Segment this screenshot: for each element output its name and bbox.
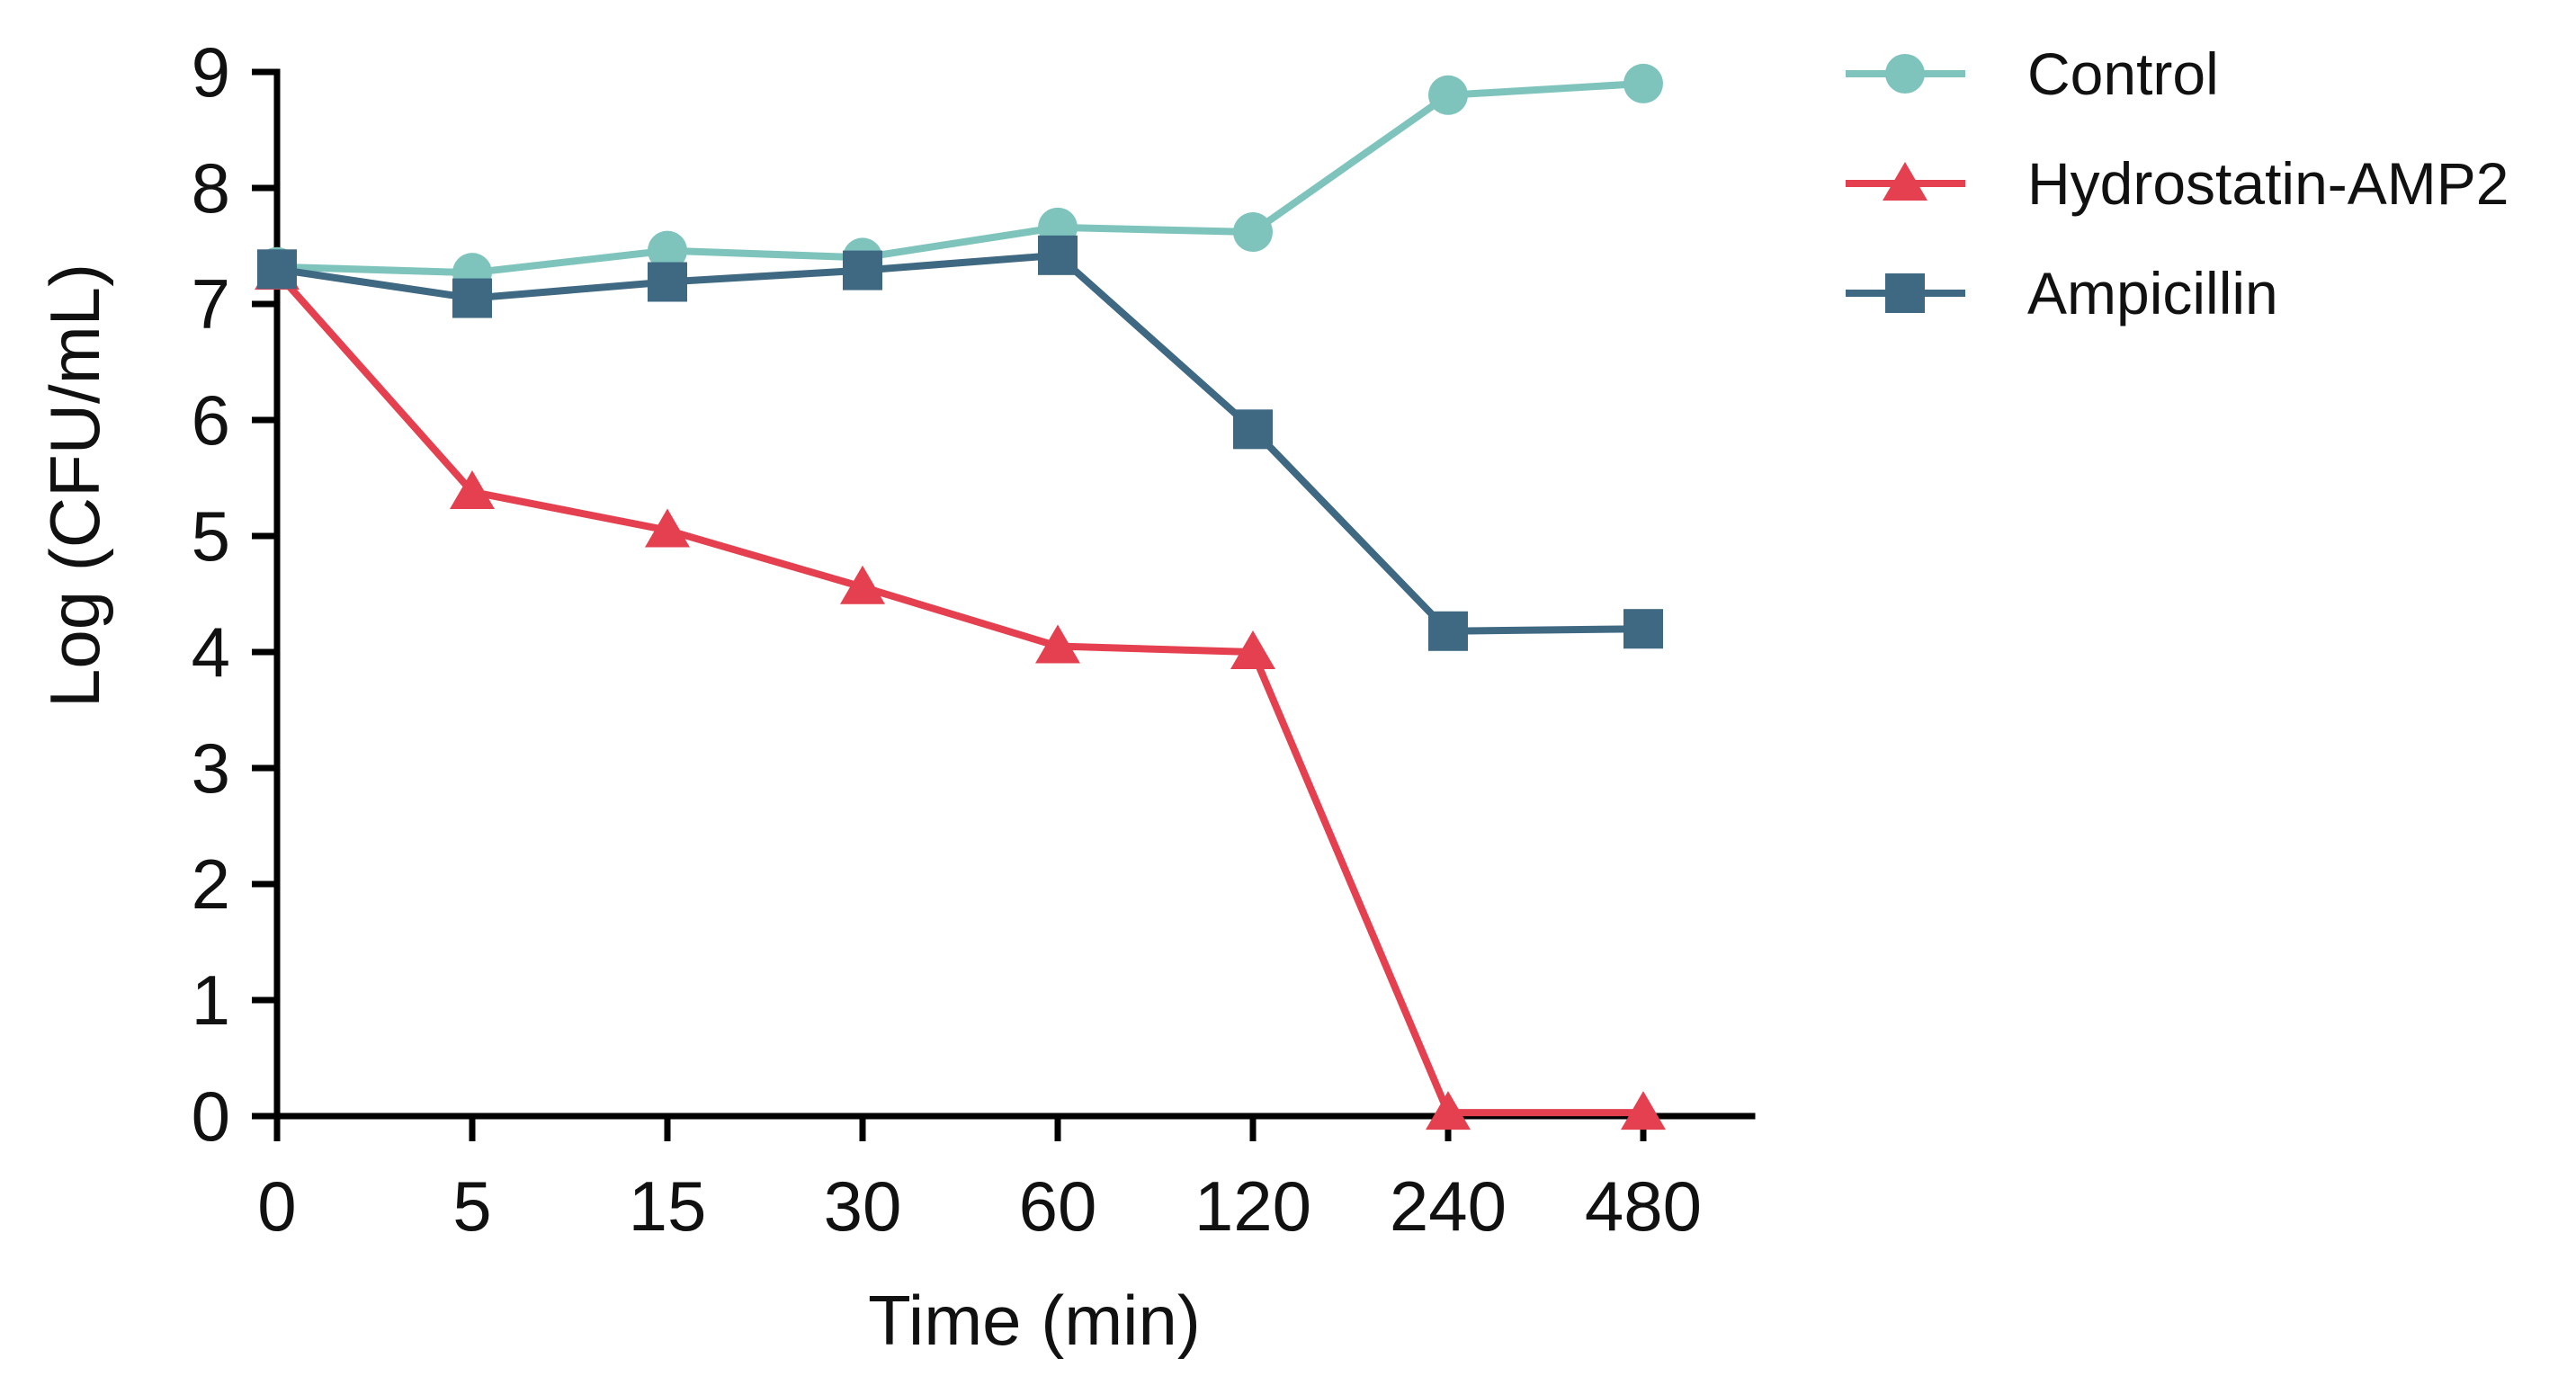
data-point-ampicillin [648,262,687,302]
y-tick-label: 9 [192,32,230,112]
data-point-control [1623,63,1663,103]
x-axis-title: Time (min) [868,1281,1201,1360]
legend-label-hydrostatin-amp2: Hydrostatin-AMP2 [2027,150,2509,217]
x-tick-label: 480 [1585,1166,1702,1246]
data-point-hydrostatin-amp2 [450,469,495,509]
series-line-hydrostatin-amp2 [273,269,1647,1117]
legend-marker-hydrostatin-amp2 [1883,162,1928,201]
data-point-ampicillin [452,278,492,318]
x-tick-label: 5 [452,1166,491,1246]
series-lines [273,79,1647,1117]
plot-area: 0 1 2 3 4 5 6 7 8 9 0 5 15 30 60 120 240 480 [192,32,1756,1246]
data-point-ampicillin [843,250,882,290]
y-tick-label: 7 [192,264,230,344]
legend-item-ampicillin: Ampicillin [1846,260,2278,326]
x-tick-label: 240 [1390,1166,1507,1246]
data-point-ampicillin [257,249,297,290]
series-line-control [273,79,1647,277]
series-line-ampicillin [273,251,1647,635]
x-tick-label: 60 [1019,1166,1097,1246]
data-point-control [648,230,687,271]
y-tick-label: 1 [192,961,230,1040]
y-axis-ticks: 0 1 2 3 4 5 6 7 8 9 [192,32,277,1156]
data-point-hydrostatin-amp2 [1035,624,1080,664]
data-point-hydrostatin-amp2 [840,565,885,604]
data-point-ampicillin [1233,409,1273,450]
data-point-ampicillin [1038,235,1078,275]
data-point-hydrostatin-amp2 [645,508,690,548]
y-tick-label: 5 [192,496,230,576]
x-tick-label: 120 [1194,1166,1311,1246]
series-markers [255,63,1666,1130]
legend-item-hydrostatin-amp2: Hydrostatin-AMP2 [1846,150,2509,217]
legend-label-ampicillin: Ampicillin [2027,260,2278,326]
x-tick-label: 0 [257,1166,296,1246]
data-point-control [1233,212,1273,253]
x-tick-label: 30 [824,1166,902,1246]
legend-marker-control [1885,54,1925,94]
y-tick-label: 2 [192,844,230,924]
data-point-hydrostatin-amp2 [1230,630,1275,669]
data-point-hydrostatin-amp2 [1621,1091,1666,1130]
data-point-control [1428,75,1468,115]
legend: Control Hydrostatin-AMP2 Ampicillin [1846,40,2509,326]
data-point-hydrostatin-amp2 [1426,1091,1471,1130]
x-tick-label: 15 [629,1166,707,1246]
y-tick-label: 6 [192,380,230,460]
legend-marker-ampicillin [1885,273,1925,313]
y-tick-label: 4 [192,612,230,692]
y-tick-label: 0 [192,1077,230,1156]
legend-label-control: Control [2027,40,2219,107]
y-tick-label: 8 [192,148,230,228]
y-tick-label: 3 [192,728,230,808]
data-point-ampicillin [1428,611,1468,651]
x-axis-ticks: 0 5 15 30 60 120 240 480 [257,1116,1702,1246]
legend-item-control: Control [1846,40,2219,107]
data-point-ampicillin [1623,609,1663,649]
y-axis-title: Log (CFU/mL) [35,264,114,708]
